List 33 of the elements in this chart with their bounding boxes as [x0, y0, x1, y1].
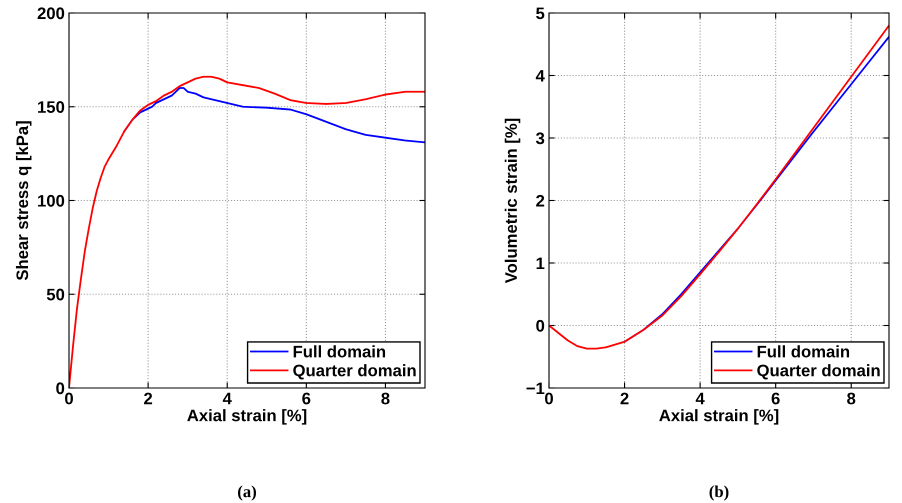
y-tick-label: 50: [46, 288, 64, 300]
y-tick-label: 0: [56, 382, 64, 394]
y-axis-title: Volumetric strain [%]: [504, 118, 520, 284]
y-tick-label: 0: [536, 320, 544, 332]
y-tick-label: 200: [38, 7, 64, 20]
legend-label: Full domain: [294, 345, 386, 358]
y-axis-title: Shear stress q [kPa]: [16, 121, 32, 280]
x-tick-label: 4: [222, 392, 232, 404]
text: (b): [710, 486, 728, 501]
x-tick-label: 6: [772, 392, 780, 404]
text: (a): [238, 486, 256, 501]
x-tick-label: 2: [144, 392, 152, 404]
y-tick-label: 1: [536, 258, 544, 270]
x-axis-title: Axial strain [%]: [187, 409, 306, 425]
x-tick-label: 8: [381, 392, 390, 404]
legend-label: Quarter domain: [293, 364, 416, 380]
y-tick-label: 4: [536, 70, 545, 82]
y-tick-label: 100: [38, 194, 64, 207]
y-tick-label: 150: [38, 101, 64, 113]
x-tick-label: 2: [620, 392, 629, 404]
x-tick-label: 8: [847, 392, 856, 404]
y-tick-label: 3: [536, 132, 544, 144]
x-tick-label: 6: [302, 392, 310, 404]
y-tick-label: 2: [536, 194, 544, 207]
x-tick-label: 4: [696, 392, 705, 404]
y-tick-label: 5: [536, 8, 544, 20]
line-series: [123, 87, 425, 144]
legend-label: Full domain: [758, 345, 850, 358]
legend-label: Quarter domain: [757, 364, 880, 380]
x-tick-label: 0: [545, 392, 553, 404]
x-tick-label: 0: [65, 392, 73, 404]
y-tick-label: −1: [526, 382, 544, 394]
x-axis-title: Axial strain [%]: [659, 409, 778, 425]
